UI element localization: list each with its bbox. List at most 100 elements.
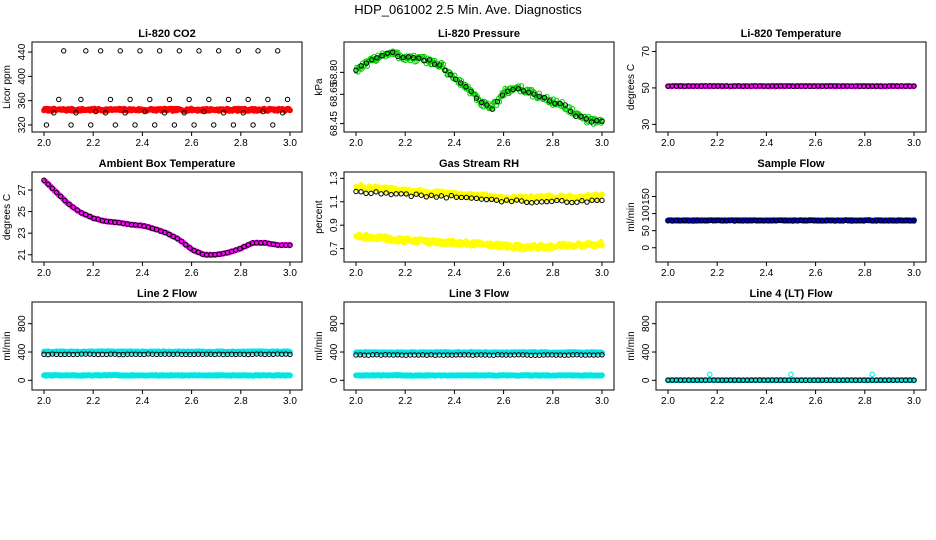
data-point (562, 102, 569, 108)
x-tick-label: 2.6 (809, 268, 823, 279)
data-point (379, 53, 385, 59)
data-point (505, 88, 511, 94)
y-tick-label: 0 (17, 377, 28, 383)
data-point (707, 371, 713, 378)
data-point (559, 197, 565, 204)
data-point (378, 191, 384, 197)
data-point (584, 199, 590, 205)
x-tick-label: 2.4 (759, 138, 773, 149)
y-axis-label: ml/min (314, 331, 325, 360)
series-2 (353, 188, 605, 206)
data-point (457, 80, 464, 86)
series-1 (665, 217, 917, 224)
data-point (599, 242, 605, 249)
x-tick-label: 2.0 (661, 138, 675, 149)
x-tick-label: 2.0 (349, 138, 363, 149)
x-tick-label: 2.2 (86, 138, 100, 149)
data-point (498, 199, 505, 205)
x-tick-label: 2.0 (37, 268, 51, 279)
y-tick-label: 0.7 (329, 241, 340, 255)
data-point (284, 96, 291, 103)
x-tick-label: 2.8 (234, 268, 248, 279)
data-point (49, 185, 56, 191)
data-point (588, 119, 595, 125)
x-tick-label: 2.4 (447, 396, 461, 407)
x-tick-label: 2.8 (858, 396, 872, 407)
data-point (287, 351, 293, 358)
series-1 (41, 372, 293, 379)
data-point (531, 91, 537, 97)
x-tick-label: 2.0 (349, 268, 363, 279)
data-point (225, 96, 232, 103)
y-axis-label: kPa (314, 78, 325, 96)
x-tick-label: 2.2 (398, 268, 412, 279)
data-point (484, 102, 490, 108)
data-point (589, 197, 595, 203)
x-tick-label: 2.4 (447, 268, 461, 279)
data-point (156, 48, 163, 54)
data-point (191, 122, 197, 128)
data-point (515, 83, 522, 89)
data-point (186, 96, 192, 103)
panel-ambient: Ambient Box Temperature degrees C 2.0 2.2 2.… (2, 158, 303, 279)
data-point (526, 89, 532, 95)
y-tick-label: 50 (641, 225, 652, 237)
x-tick-label: 2.2 (398, 396, 412, 407)
data-point (215, 48, 222, 54)
data-point (102, 110, 109, 116)
data-point (66, 201, 72, 208)
plot-frame (655, 171, 927, 263)
series-1 (353, 49, 605, 125)
data-point (230, 122, 237, 128)
y-tick-label: 400 (641, 343, 652, 360)
x-tick-label: 2.2 (86, 396, 100, 407)
data-point (92, 108, 99, 115)
data-point (508, 198, 515, 205)
data-point (416, 55, 422, 61)
data-point (363, 60, 370, 66)
x-tick-label: 2.4 (135, 268, 149, 279)
data-point (405, 54, 412, 60)
panel-pressure: Li-820 Pressure kPa 2.0 2.2 2.4 2.6 2.8 3.0 68.4… (314, 28, 615, 149)
data-point (206, 96, 212, 103)
x-tick-label: 3.0 (283, 396, 297, 407)
panel-title: Line 4 (LT) Flow (750, 288, 833, 300)
x-tick-label: 2.4 (135, 138, 149, 149)
y-tick-label: 0 (641, 377, 652, 383)
data-point (493, 197, 500, 203)
panel-title: Li-820 Pressure (438, 28, 520, 40)
y-tick-label: 400 (329, 343, 340, 360)
data-point (448, 192, 455, 199)
y-axis-label: Licor ppm (2, 65, 13, 109)
data-point (478, 196, 485, 202)
x-tick-label: 2.8 (234, 138, 248, 149)
data-point (369, 56, 375, 63)
panel-rh: Gas Stream RH percent 2.0 2.2 2.4 2.6 2.8 3.0 0.… (314, 158, 615, 279)
y-tick-label: 0 (641, 245, 652, 251)
data-point (279, 110, 286, 116)
panel-temperature: Li-820 Temperature degrees C 2.0 2.2 2.4 2.6 2… (626, 28, 927, 149)
x-tick-label: 2.8 (234, 396, 248, 407)
x-tick-label: 2.2 (710, 268, 724, 279)
data-point (60, 48, 67, 54)
x-tick-label: 2.2 (398, 138, 412, 149)
x-tick-label: 2.0 (349, 396, 363, 407)
series-1 (665, 83, 917, 89)
data-point (250, 122, 256, 128)
data-point (410, 54, 417, 61)
series-2 (41, 351, 293, 358)
data-point (574, 199, 580, 205)
data-point (201, 108, 207, 115)
data-point (447, 72, 453, 78)
plot-frame (343, 41, 615, 133)
data-point (788, 371, 794, 378)
data-point (187, 245, 193, 251)
data-point (45, 181, 51, 188)
data-point (546, 98, 553, 104)
data-point (178, 238, 185, 244)
data-point (437, 62, 443, 68)
data-point (440, 61, 447, 68)
panel-co2: Li-820 CO2 Licor ppm 2.0 2.2 2.4 2.6 2.8 3.0 320… (2, 28, 303, 149)
plot-frame (31, 41, 303, 133)
